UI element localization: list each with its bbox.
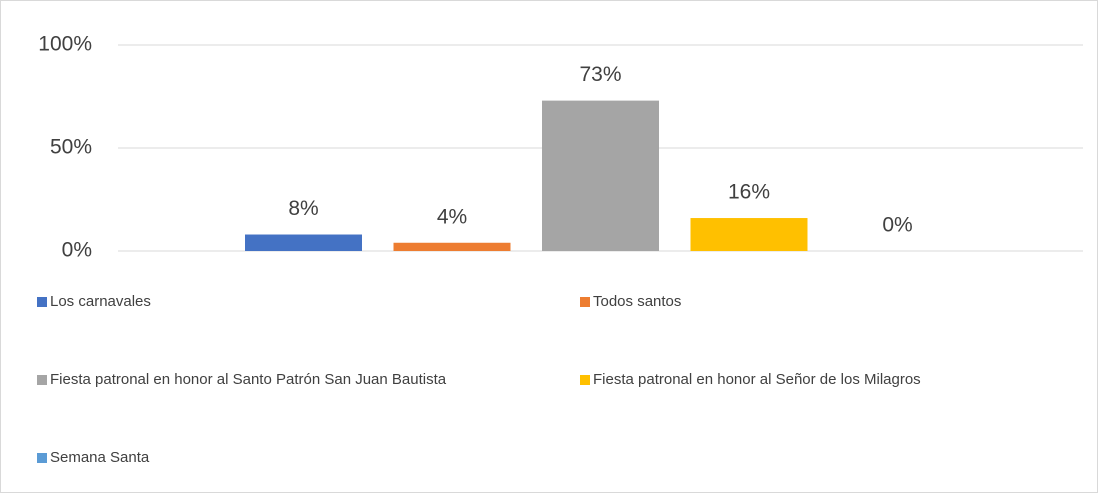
legend-label: Todos santos <box>593 293 681 310</box>
y-tick-label: 0% <box>62 239 92 262</box>
legend-swatch <box>37 375 47 385</box>
legend-swatch <box>37 297 47 307</box>
bar <box>542 100 659 252</box>
data-label: 4% <box>437 205 467 228</box>
legend-swatch <box>580 297 590 307</box>
bar <box>690 218 808 251</box>
legend-swatch <box>580 375 590 385</box>
legend-swatch <box>37 453 47 463</box>
legend-label: Los carnavales <box>50 293 151 310</box>
legend-label: Fiesta patronal en honor al Señor de los… <box>593 371 921 388</box>
legend-label: Semana Santa <box>50 449 150 466</box>
data-label: 0% <box>882 214 912 237</box>
data-label: 8% <box>288 197 318 220</box>
y-tick-label: 100% <box>38 33 92 56</box>
bar <box>393 242 511 251</box>
data-label: 16% <box>728 181 770 204</box>
y-tick-label: 50% <box>50 136 92 159</box>
data-label: 73% <box>579 63 621 86</box>
legend-label: Fiesta patronal en honor al Santo Patrón… <box>50 371 447 388</box>
bar <box>245 234 362 251</box>
